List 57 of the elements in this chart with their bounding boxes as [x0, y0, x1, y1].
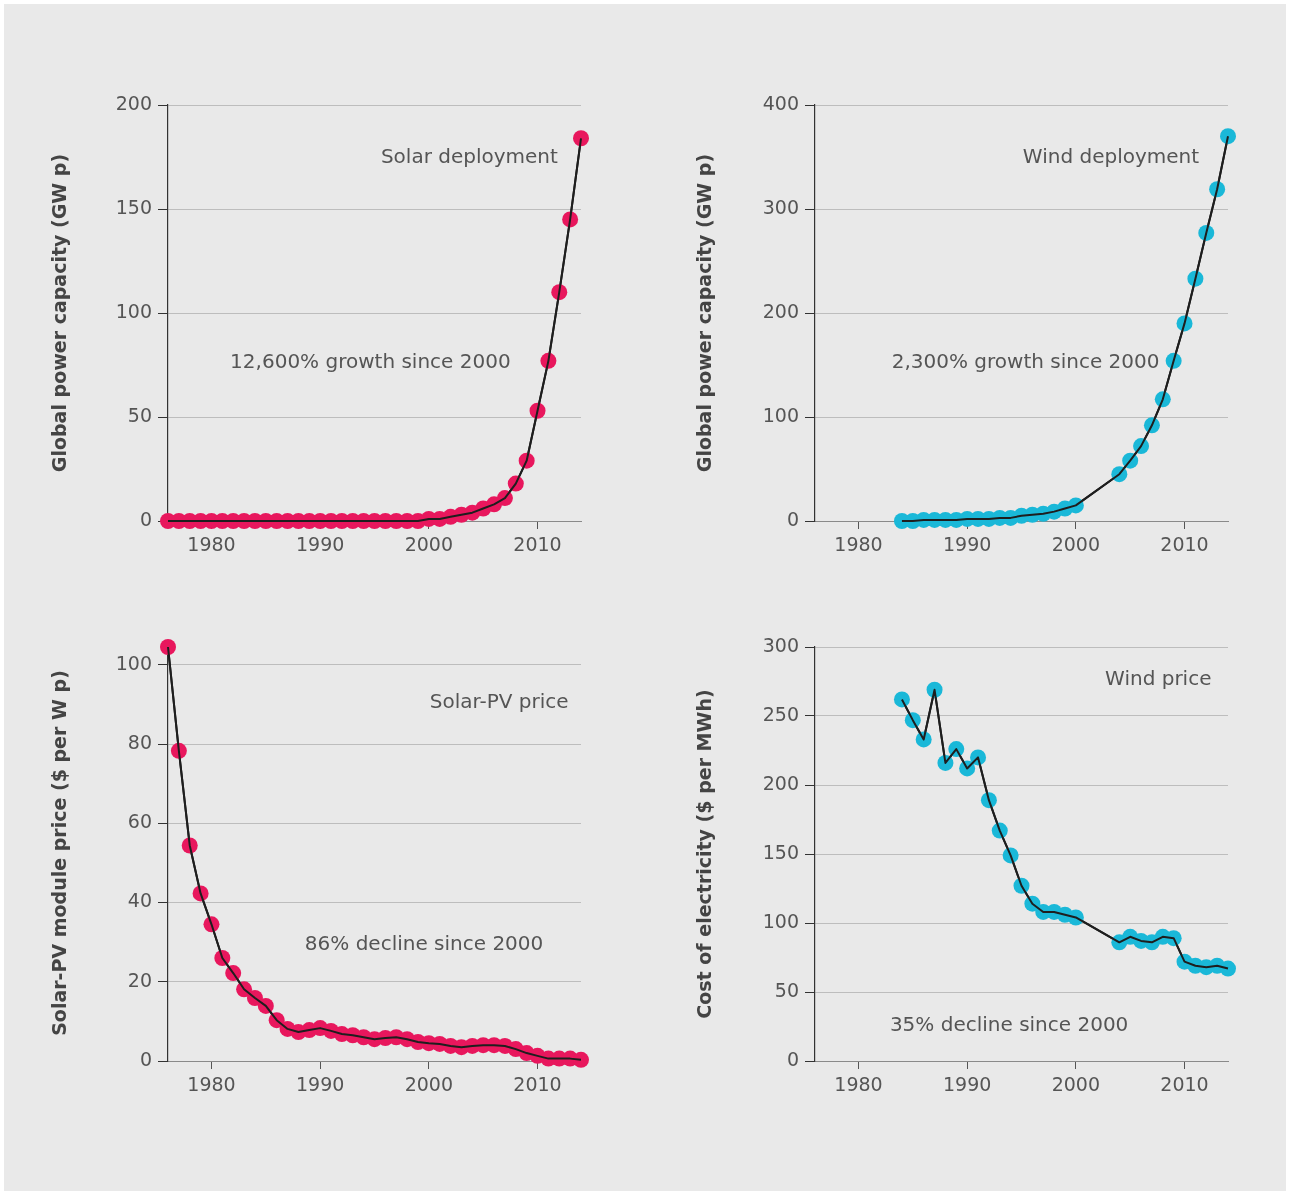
point: [573, 130, 589, 147]
y-tick-label: 50: [127, 403, 152, 426]
y-tick-label: 100: [115, 651, 152, 674]
y-tick-label: 200: [115, 91, 152, 114]
y-tick-label: 60: [127, 810, 152, 833]
point: [1220, 128, 1236, 145]
y-axis-title: Solar-PV module price ($ per W p): [48, 670, 71, 1036]
annotation: Wind deployment: [1022, 144, 1200, 169]
y-tick-label: 200: [762, 299, 799, 322]
annotation: Wind price: [1105, 666, 1212, 691]
y-tick-label: 50: [774, 978, 799, 1001]
y-tick-label: 150: [115, 195, 152, 218]
y-axis-title: Global power capacity (GW p): [48, 153, 71, 473]
x-tick-label: 2000: [1051, 1073, 1101, 1096]
annotation: Solar deployment: [380, 144, 559, 169]
annotation: 35% decline since 2000: [889, 1012, 1129, 1037]
x-tick-label: 2010: [1160, 1073, 1209, 1096]
annotation: Solar-PV price: [429, 689, 569, 714]
x-tick-label: 2000: [1051, 533, 1101, 556]
y-axis-title: Cost of electricity ($ per MWh): [693, 689, 716, 1019]
point: [1220, 960, 1236, 977]
annotation: 86% decline since 2000: [304, 930, 544, 955]
point: [893, 691, 910, 708]
y-tick-label: 250: [762, 702, 799, 725]
x-tick-label: 2010: [1160, 533, 1209, 556]
y-tick-label: 0: [786, 1047, 799, 1070]
x-tick-label: 2000: [404, 1073, 454, 1096]
y-tick-label: 80: [127, 730, 152, 753]
y-tick-label: 300: [762, 633, 799, 656]
point: [573, 1051, 589, 1068]
y-tick-label: 100: [115, 299, 152, 322]
y-tick-label: 100: [762, 909, 799, 932]
x-tick-label: 1980: [187, 1073, 236, 1096]
x-tick-label: 1980: [187, 533, 236, 556]
y-tick-label: 100: [762, 403, 799, 426]
x-tick-label: 1990: [295, 533, 345, 556]
x-tick-label: 2000: [404, 533, 454, 556]
x-tick-label: 1990: [942, 533, 992, 556]
y-tick-label: 40: [127, 889, 152, 912]
y-tick-label: 150: [762, 840, 799, 863]
annotation: 12,600% growth since 2000: [230, 349, 511, 374]
x-tick-label: 1990: [942, 1073, 992, 1096]
y-tick-label: 0: [139, 1047, 152, 1070]
y-tick-label: 0: [139, 507, 152, 530]
y-tick-label: 0: [786, 507, 799, 530]
x-tick-label: 1980: [834, 533, 883, 556]
y-tick-label: 200: [762, 771, 799, 794]
annotation: 2,300% growth since 2000: [891, 349, 1160, 374]
x-tick-label: 2010: [513, 1073, 562, 1096]
point: [160, 638, 176, 655]
y-axis-title: Global power capacity (GW p): [693, 153, 716, 473]
y-tick-label: 400: [762, 91, 799, 114]
x-tick-label: 2010: [513, 533, 562, 556]
y-tick-label: 300: [762, 195, 799, 218]
x-tick-label: 1990: [295, 1073, 345, 1096]
x-tick-label: 1980: [834, 1073, 883, 1096]
y-tick-label: 20: [127, 968, 152, 991]
